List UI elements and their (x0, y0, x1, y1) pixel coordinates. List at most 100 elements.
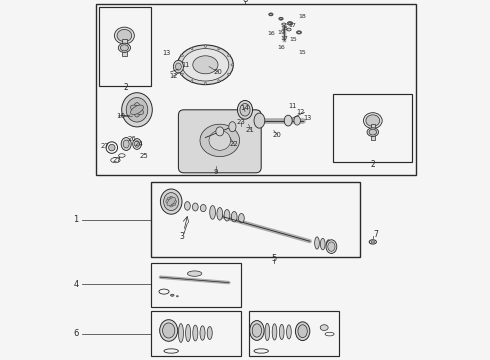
Ellipse shape (204, 82, 206, 85)
Ellipse shape (238, 100, 252, 119)
Ellipse shape (320, 238, 325, 250)
Bar (151, 182, 360, 257)
Ellipse shape (200, 326, 205, 340)
Ellipse shape (250, 320, 264, 341)
Ellipse shape (167, 197, 175, 206)
Ellipse shape (269, 13, 273, 16)
Ellipse shape (282, 23, 286, 25)
Ellipse shape (121, 45, 128, 51)
Ellipse shape (328, 242, 335, 251)
Ellipse shape (173, 60, 183, 73)
Text: 2: 2 (370, 160, 375, 169)
Text: 20: 20 (214, 69, 222, 75)
Ellipse shape (186, 324, 191, 342)
Ellipse shape (207, 327, 212, 339)
Text: 13: 13 (303, 115, 311, 121)
Ellipse shape (130, 105, 144, 114)
Ellipse shape (216, 127, 224, 136)
Ellipse shape (315, 237, 319, 249)
Ellipse shape (326, 240, 337, 253)
Text: 11: 11 (289, 103, 296, 109)
Ellipse shape (239, 213, 245, 223)
Ellipse shape (265, 323, 270, 341)
Text: 19: 19 (277, 30, 285, 35)
Ellipse shape (177, 45, 233, 85)
Ellipse shape (181, 73, 183, 75)
Ellipse shape (187, 271, 202, 276)
Ellipse shape (367, 128, 379, 136)
Bar (99, 7, 151, 86)
Ellipse shape (326, 240, 331, 251)
Ellipse shape (200, 124, 240, 157)
Ellipse shape (117, 30, 132, 42)
Text: 12: 12 (296, 109, 305, 115)
Ellipse shape (229, 122, 236, 132)
Text: 25: 25 (139, 153, 148, 158)
Ellipse shape (254, 113, 265, 128)
Ellipse shape (231, 64, 234, 66)
Ellipse shape (210, 206, 216, 219)
Ellipse shape (182, 49, 229, 81)
Ellipse shape (369, 129, 376, 135)
Ellipse shape (193, 203, 198, 211)
Ellipse shape (109, 144, 115, 151)
Ellipse shape (295, 322, 310, 341)
Text: 14: 14 (240, 105, 249, 111)
Ellipse shape (167, 197, 175, 206)
Bar (151, 311, 242, 356)
Bar (333, 94, 413, 162)
Ellipse shape (279, 324, 284, 339)
Text: 10: 10 (116, 113, 125, 119)
Ellipse shape (272, 324, 277, 340)
Text: 8: 8 (243, 0, 247, 4)
FancyBboxPatch shape (178, 110, 261, 173)
Text: 22: 22 (230, 141, 239, 147)
Ellipse shape (185, 202, 190, 210)
Text: 23: 23 (237, 120, 246, 125)
Bar (122, 39, 126, 56)
Text: 17: 17 (280, 36, 288, 41)
Ellipse shape (163, 323, 175, 338)
Ellipse shape (224, 210, 230, 221)
Text: 27: 27 (100, 143, 109, 149)
Ellipse shape (130, 105, 144, 114)
Ellipse shape (217, 207, 222, 220)
Text: 15: 15 (290, 37, 297, 42)
Ellipse shape (178, 324, 183, 342)
Text: 2: 2 (123, 83, 128, 92)
Text: 1: 1 (73, 215, 78, 224)
Text: 26: 26 (127, 136, 136, 141)
Ellipse shape (218, 47, 220, 50)
Ellipse shape (133, 103, 141, 117)
Ellipse shape (320, 325, 328, 330)
Ellipse shape (133, 139, 141, 149)
Bar (151, 263, 242, 307)
Ellipse shape (160, 189, 182, 214)
Text: 18: 18 (280, 26, 288, 31)
Text: 13: 13 (162, 50, 171, 56)
Text: 12: 12 (169, 73, 177, 78)
Ellipse shape (191, 47, 193, 50)
Ellipse shape (287, 28, 291, 31)
Ellipse shape (191, 80, 193, 82)
Ellipse shape (193, 56, 218, 74)
Ellipse shape (122, 93, 152, 127)
Text: 7: 7 (373, 230, 378, 239)
Ellipse shape (218, 80, 220, 82)
Ellipse shape (134, 141, 140, 147)
Text: 17: 17 (288, 23, 296, 28)
Ellipse shape (171, 294, 174, 296)
Ellipse shape (284, 115, 292, 126)
Text: 18: 18 (298, 14, 306, 19)
Text: 5: 5 (271, 253, 276, 263)
Text: 21: 21 (246, 127, 255, 132)
Ellipse shape (366, 115, 380, 126)
Text: 3: 3 (179, 232, 184, 241)
Ellipse shape (121, 138, 131, 150)
Ellipse shape (177, 64, 180, 66)
Ellipse shape (200, 204, 206, 212)
Bar (371, 124, 375, 140)
Text: 6: 6 (73, 329, 78, 338)
Ellipse shape (240, 104, 250, 116)
Ellipse shape (287, 22, 293, 25)
